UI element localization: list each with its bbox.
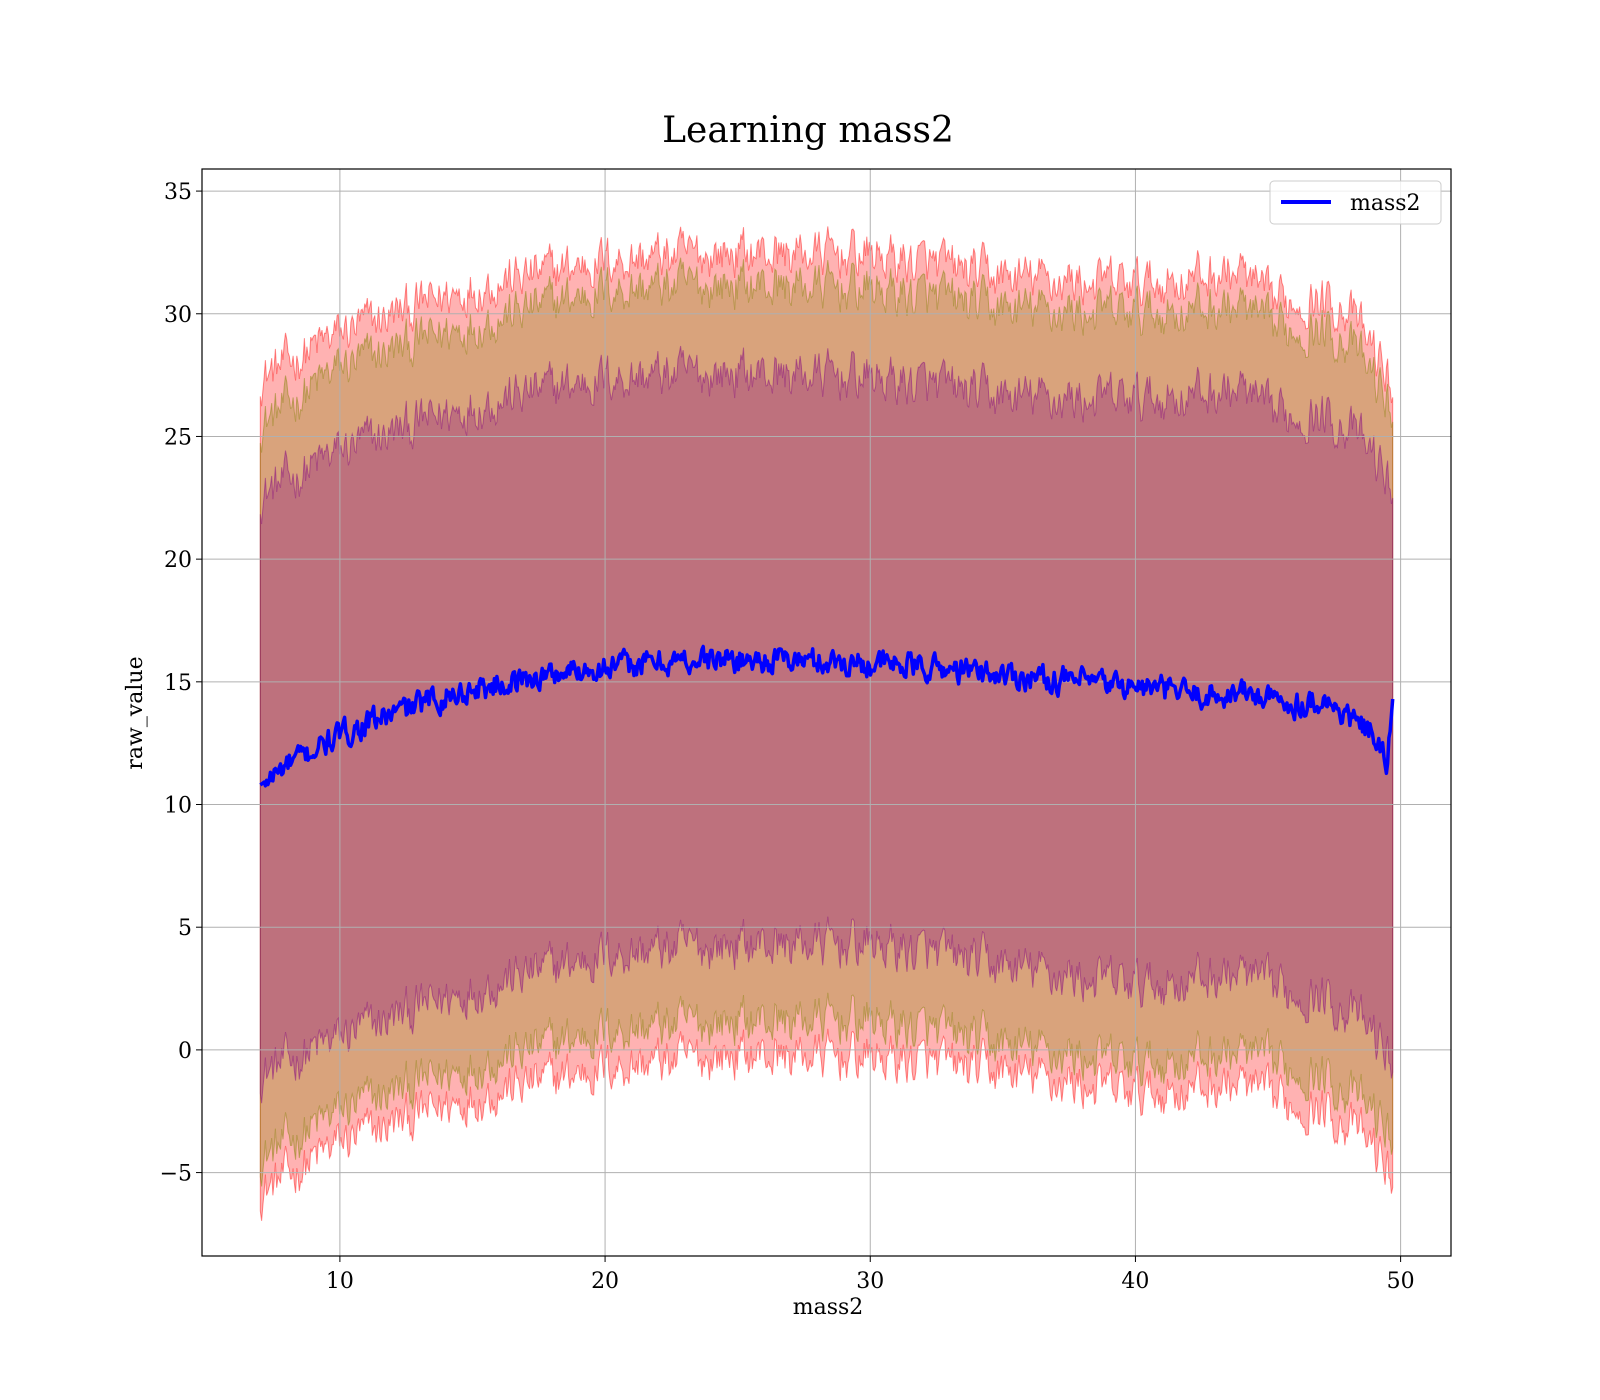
- x-axis-label: mass2: [793, 1295, 864, 1320]
- plot-frame: [201, 168, 1452, 1257]
- y-tick-label: −5: [160, 1162, 192, 1187]
- confidence-band-1: [259, 226, 1394, 1221]
- chart-title: Learning mass2: [662, 110, 954, 151]
- y-tick-label: 30: [164, 303, 192, 328]
- legend: mass2: [1269, 180, 1442, 225]
- y-tick-label: 5: [178, 916, 192, 941]
- legend-box: [1269, 180, 1442, 225]
- confidence-band-3: [259, 345, 1394, 1104]
- x-tick-label: 20: [591, 1269, 619, 1294]
- y-tick-label: 15: [164, 671, 192, 696]
- grid-lines: [202, 169, 1451, 1256]
- x-tick-label: 30: [856, 1269, 884, 1294]
- x-tick-label: 50: [1387, 1269, 1415, 1294]
- legend-entry-mass2: mass2: [1350, 191, 1421, 216]
- confidence-band-2: [259, 257, 1394, 1187]
- series-line-mass2: [259, 644, 1395, 788]
- y-tick-label: 0: [178, 1039, 192, 1064]
- x-tick-label: 10: [326, 1269, 354, 1294]
- x-tick-label: 40: [1121, 1269, 1149, 1294]
- y-axis-label: raw_value: [123, 656, 148, 769]
- y-tick-label: 20: [164, 548, 192, 573]
- y-tick-label: 35: [164, 180, 192, 205]
- axis-ticks: 10 20 30 40 50 −5 0 5 10 15 20 25 30 35: [160, 180, 1415, 1294]
- series-lines: [259, 644, 1395, 788]
- y-tick-label: 25: [164, 425, 192, 450]
- y-tick-label: 10: [164, 794, 192, 819]
- confidence-bands: [259, 226, 1394, 1221]
